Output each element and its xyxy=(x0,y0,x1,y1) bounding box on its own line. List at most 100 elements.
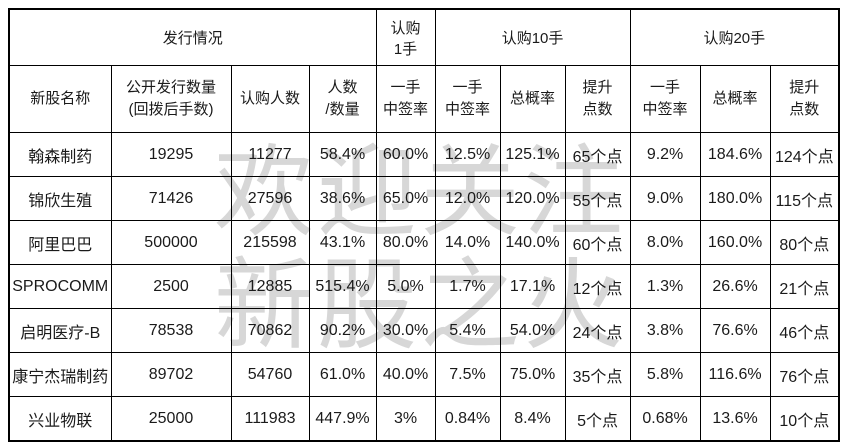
value-cell: 61.0% xyxy=(308,352,377,397)
value-cell: 215598 xyxy=(230,220,310,265)
ipo-subscription-table: 发行情况 认购 1手 认购10手 认购20手 新股名称 公开发行数量 (回拨后手… xyxy=(8,8,841,442)
value-cell: 11277 xyxy=(230,132,310,177)
stock-name-cell: 阿里巴巴 xyxy=(8,220,112,265)
table-row: 阿里巴巴 500000 215598 43.1% 80.0% 14.0% 140.0% 60个… xyxy=(8,220,840,265)
value-cell: 447.9% xyxy=(308,396,377,442)
value-cell: 9.0% xyxy=(629,176,701,221)
value-cell: 89702 xyxy=(110,352,232,397)
table-row: 锦欣生殖 71426 27596 38.6% 65.0% 12.0% 120.0% 55个点 9… xyxy=(8,176,840,221)
value-cell: 9.2% xyxy=(629,132,701,177)
col-header-issue-qty: 公开发行数量 (回拨后手数) xyxy=(110,65,232,133)
col-header-boost-20lot: 提升 点数 xyxy=(769,65,840,133)
value-cell: 70862 xyxy=(230,308,310,353)
value-cell: 19295 xyxy=(110,132,232,177)
value-cell: 65个点 xyxy=(564,132,631,177)
value-cell: 3% xyxy=(375,396,436,442)
value-cell: 54760 xyxy=(230,352,310,397)
table-row: 康宁杰瑞制药 89702 54760 61.0% 40.0% 7.5% 75.0% 35个点 5… xyxy=(8,352,840,397)
table-body: 翰森制药 19295 11277 58.4% 60.0% 12.5% 125.1% 65个点 9… xyxy=(8,132,840,442)
value-cell: 1.3% xyxy=(629,264,701,309)
value-cell: 5.0% xyxy=(375,264,436,309)
value-cell: 125.1% xyxy=(499,132,566,177)
value-cell: 76.6% xyxy=(699,308,771,353)
value-cell: 124个点 xyxy=(769,132,840,177)
value-cell: 65.0% xyxy=(375,176,436,221)
value-cell: 3.8% xyxy=(629,308,701,353)
value-cell: 180.0% xyxy=(699,176,771,221)
value-cell: 76个点 xyxy=(769,352,840,397)
col-header-boost-10lot: 提升 点数 xyxy=(564,65,631,133)
value-cell: 25000 xyxy=(110,396,232,442)
value-cell: 38.6% xyxy=(308,176,377,221)
stock-name-cell: 兴业物联 xyxy=(8,396,112,442)
value-cell: 14.0% xyxy=(434,220,501,265)
value-cell: 115个点 xyxy=(769,176,840,221)
value-cell: 54.0% xyxy=(499,308,566,353)
value-cell: 0.68% xyxy=(629,396,701,442)
value-cell: 58.4% xyxy=(308,132,377,177)
header-group-buy1: 认购 1手 xyxy=(375,8,436,66)
value-cell: 8.4% xyxy=(499,396,566,442)
value-cell: 160.0% xyxy=(699,220,771,265)
value-cell: 60.0% xyxy=(375,132,436,177)
value-cell: 71426 xyxy=(110,176,232,221)
table-row: 启明医疗-B 78538 70862 90.2% 30.0% 5.4% 54.0% 24个点 3… xyxy=(8,308,840,353)
stock-name-cell: SPROCOMM xyxy=(8,264,112,309)
header-group-buy20: 认购20手 xyxy=(629,8,840,66)
value-cell: 0.84% xyxy=(434,396,501,442)
value-cell: 12.5% xyxy=(434,132,501,177)
header-cols-row: 新股名称 公开发行数量 (回拨后手数) 认购人数 人数 /数量 一手 中签率 一… xyxy=(8,65,840,133)
stock-name-cell: 启明医疗-B xyxy=(8,308,112,353)
header-group-row: 发行情况 认购 1手 认购10手 认购20手 xyxy=(8,8,840,66)
value-cell: 13.6% xyxy=(699,396,771,442)
value-cell: 5个点 xyxy=(564,396,631,442)
value-cell: 60个点 xyxy=(564,220,631,265)
header-group-issue: 发行情况 xyxy=(8,8,377,66)
value-cell: 184.6% xyxy=(699,132,771,177)
col-header-rate-10lot: 一手 中签率 xyxy=(434,65,501,133)
col-header-rate-20lot: 一手 中签率 xyxy=(629,65,701,133)
value-cell: 55个点 xyxy=(564,176,631,221)
value-cell: 140.0% xyxy=(499,220,566,265)
value-cell: 90.2% xyxy=(308,308,377,353)
value-cell: 1.7% xyxy=(434,264,501,309)
col-header-subscribers: 认购人数 xyxy=(230,65,310,133)
table-row: SPROCOMM 2500 12885 515.4% 5.0% 1.7% 17.1% 12个点… xyxy=(8,264,840,309)
value-cell: 515.4% xyxy=(308,264,377,309)
header-group-buy10: 认购10手 xyxy=(434,8,631,66)
value-cell: 8.0% xyxy=(629,220,701,265)
value-cell: 116.6% xyxy=(699,352,771,397)
value-cell: 12885 xyxy=(230,264,310,309)
value-cell: 2500 xyxy=(110,264,232,309)
value-cell: 27596 xyxy=(230,176,310,221)
value-cell: 5.4% xyxy=(434,308,501,353)
value-cell: 78538 xyxy=(110,308,232,353)
table-row: 兴业物联 25000 111983 447.9% 3% 0.84% 8.4% 5个点 0.68%… xyxy=(8,396,840,442)
value-cell: 12个点 xyxy=(564,264,631,309)
value-cell: 10个点 xyxy=(769,396,840,442)
stock-name-cell: 康宁杰瑞制药 xyxy=(8,352,112,397)
table-row: 翰森制药 19295 11277 58.4% 60.0% 12.5% 125.1% 65个点 9… xyxy=(8,132,840,177)
value-cell: 21个点 xyxy=(769,264,840,309)
value-cell: 26.6% xyxy=(699,264,771,309)
value-cell: 40.0% xyxy=(375,352,436,397)
value-cell: 5.8% xyxy=(629,352,701,397)
value-cell: 7.5% xyxy=(434,352,501,397)
value-cell: 46个点 xyxy=(769,308,840,353)
stock-name-cell: 翰森制药 xyxy=(8,132,112,177)
col-header-ratio: 人数 /数量 xyxy=(308,65,377,133)
value-cell: 500000 xyxy=(110,220,232,265)
value-cell: 80.0% xyxy=(375,220,436,265)
value-cell: 24个点 xyxy=(564,308,631,353)
value-cell: 30.0% xyxy=(375,308,436,353)
value-cell: 111983 xyxy=(230,396,310,442)
stock-name-cell: 锦欣生殖 xyxy=(8,176,112,221)
col-header-total-prob-10lot: 总概率 xyxy=(499,65,566,133)
value-cell: 12.0% xyxy=(434,176,501,221)
col-header-total-prob-20lot: 总概率 xyxy=(699,65,771,133)
value-cell: 17.1% xyxy=(499,264,566,309)
col-header-rate-1lot: 一手 中签率 xyxy=(375,65,436,133)
col-header-stock-name: 新股名称 xyxy=(8,65,112,133)
value-cell: 43.1% xyxy=(308,220,377,265)
